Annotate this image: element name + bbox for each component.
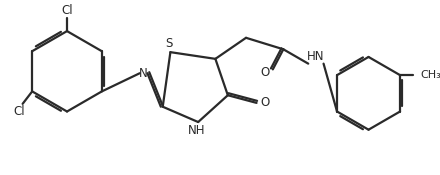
Text: HN: HN [307,50,325,64]
Text: Cl: Cl [13,105,25,118]
Text: N: N [139,67,148,80]
Text: S: S [165,37,172,50]
Text: NH: NH [187,124,205,137]
Text: O: O [260,96,270,109]
Text: O: O [260,66,270,79]
Text: CH₃: CH₃ [420,70,440,80]
Text: Cl: Cl [61,5,73,18]
